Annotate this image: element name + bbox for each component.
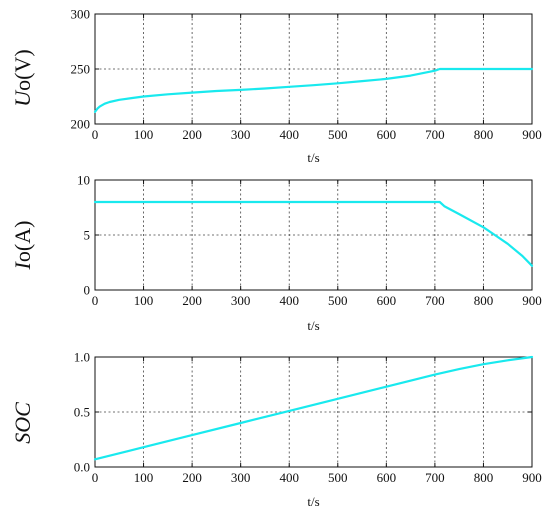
- series-line: [93, 355, 534, 461]
- x-tick-label: 800: [474, 470, 494, 485]
- y-tick-label: 250: [71, 62, 91, 77]
- panel-1: 0 100 200 300 400 500 600 700 800 900 200 250 300 t/s…: [10, 7, 542, 166]
- y-tick-label: 0.5: [74, 405, 90, 420]
- y-axis-label-rest: o(A): [10, 221, 35, 263]
- x-tick-label: 600: [377, 293, 397, 308]
- x-tick-label: 800: [474, 127, 494, 142]
- y-axis-label: SOC: [10, 402, 35, 444]
- x-axis-label: t/s: [307, 318, 319, 333]
- x-tick-label: 600: [377, 127, 397, 142]
- x-tick-label: 500: [328, 293, 348, 308]
- plot-frame: [94, 179, 533, 291]
- y-tick-label: 200: [71, 117, 91, 132]
- y-axis-label-italic: I: [10, 260, 35, 270]
- series-line: [93, 200, 534, 267]
- x-tick-label: 700: [425, 470, 445, 485]
- x-tick-label: 200: [182, 293, 202, 308]
- x-tick-label: 300: [231, 470, 251, 485]
- x-axis-label: t/s: [307, 150, 319, 165]
- y-tick-label: 300: [71, 7, 91, 22]
- x-tick-label: 0: [92, 293, 99, 308]
- x-tick-label: 500: [328, 127, 348, 142]
- y-axis-label-italic: U: [10, 89, 35, 107]
- x-tick-label: 600: [377, 470, 397, 485]
- y-axis-label: Uo(V): [10, 49, 35, 106]
- y-axis-label-rest: o(V): [10, 49, 35, 91]
- x-tick-label: 800: [474, 293, 494, 308]
- x-tick-label: 100: [134, 127, 154, 142]
- x-tick-label: 700: [425, 293, 445, 308]
- y-tick-label: 1.0: [74, 350, 90, 365]
- x-tick-label: 300: [231, 293, 251, 308]
- x-tick-label: 700: [425, 127, 445, 142]
- plot-frame: [94, 356, 533, 468]
- x-axis-label: t/s: [307, 494, 319, 509]
- x-tick-label: 500: [328, 470, 348, 485]
- y-tick-label: 0.0: [74, 460, 90, 475]
- x-tick-label: 100: [134, 293, 154, 308]
- x-tick-label: 900: [522, 127, 542, 142]
- y-tick-label: 5: [84, 228, 91, 243]
- x-tick-label: 200: [182, 127, 202, 142]
- x-tick-label: 400: [279, 470, 299, 485]
- panel-2: 0 100 200 300 400 500 600 700 800 900 0 5 10 t/s Io(A): [10, 173, 542, 334]
- y-tick-label: 0: [84, 283, 91, 298]
- x-tick-label: 900: [522, 470, 542, 485]
- x-tick-label: 100: [134, 470, 154, 485]
- y-axis-label-italic: SOC: [10, 402, 35, 444]
- x-tick-label: 900: [522, 293, 542, 308]
- y-tick-label: 10: [77, 173, 90, 188]
- x-tick-label: 400: [279, 127, 299, 142]
- series-line: [93, 67, 534, 114]
- x-tick-label: 0: [92, 127, 99, 142]
- x-tick-label: 0: [92, 470, 99, 485]
- panel-3: 0 100 200 300 400 500 600 700 800 900 0.0 0.5 1.0 t/s…: [10, 350, 542, 510]
- y-axis-label: Io(A): [10, 221, 35, 271]
- x-tick-label: 300: [231, 127, 251, 142]
- x-tick-label: 200: [182, 470, 202, 485]
- x-tick-label: 400: [279, 293, 299, 308]
